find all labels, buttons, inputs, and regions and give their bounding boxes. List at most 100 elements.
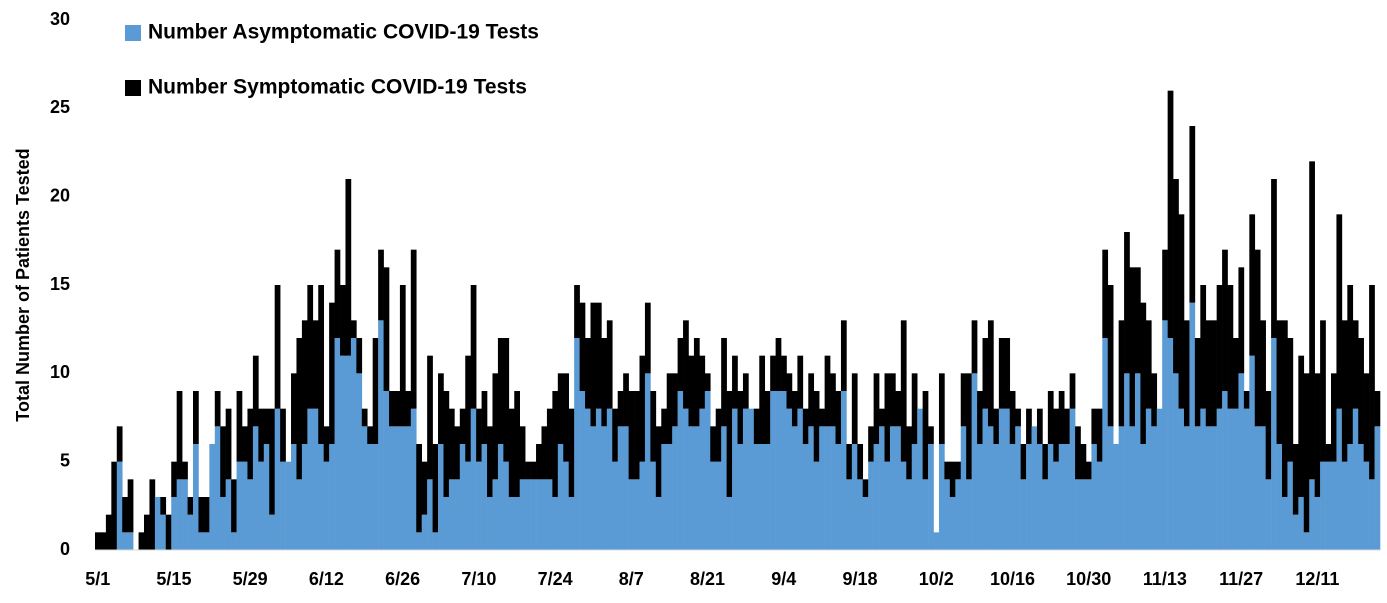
bar bbox=[590, 302, 597, 427]
bar bbox=[187, 497, 194, 515]
bar bbox=[492, 479, 499, 550]
bar bbox=[824, 355, 831, 427]
x-tick-label: 6/12 bbox=[309, 569, 344, 589]
bar bbox=[514, 497, 521, 550]
bar bbox=[737, 444, 744, 550]
bar bbox=[1064, 444, 1070, 550]
y-tick-label: 10 bbox=[50, 362, 70, 382]
bar bbox=[1211, 320, 1217, 427]
bar bbox=[1363, 373, 1370, 462]
bar bbox=[900, 461, 907, 550]
bar bbox=[672, 426, 678, 550]
bar bbox=[1303, 532, 1310, 550]
bar bbox=[1075, 479, 1081, 550]
bar bbox=[165, 514, 172, 550]
bar bbox=[693, 338, 700, 427]
bar bbox=[1352, 320, 1359, 409]
bar bbox=[819, 408, 825, 427]
bar bbox=[1058, 444, 1065, 550]
bar bbox=[1096, 461, 1103, 550]
bar bbox=[530, 461, 537, 480]
bar bbox=[487, 497, 493, 550]
bar bbox=[1298, 497, 1305, 550]
bar bbox=[1053, 408, 1060, 462]
bar bbox=[808, 373, 815, 427]
bar bbox=[481, 444, 488, 550]
bar bbox=[606, 320, 613, 409]
bar bbox=[552, 391, 559, 497]
bar bbox=[775, 391, 782, 550]
bar bbox=[840, 320, 847, 391]
bar bbox=[530, 479, 537, 550]
bar bbox=[334, 338, 341, 550]
y-tick-label: 15 bbox=[50, 274, 70, 294]
bar bbox=[742, 373, 749, 409]
bar bbox=[732, 408, 738, 550]
bar bbox=[465, 355, 471, 462]
bar bbox=[1047, 444, 1054, 550]
bar bbox=[448, 479, 455, 550]
bar bbox=[144, 514, 150, 550]
bar bbox=[1080, 444, 1087, 480]
x-tick-label: 9/4 bbox=[771, 569, 796, 589]
bar bbox=[639, 461, 646, 550]
bar bbox=[1102, 338, 1109, 550]
bar bbox=[617, 426, 624, 550]
bar bbox=[693, 426, 700, 550]
bar bbox=[1330, 461, 1337, 550]
bar bbox=[895, 426, 902, 550]
bar bbox=[628, 391, 635, 480]
bar bbox=[813, 461, 820, 550]
bar bbox=[683, 408, 689, 550]
bar bbox=[998, 338, 1005, 409]
bar bbox=[1053, 461, 1060, 550]
bar bbox=[1009, 444, 1016, 550]
bar bbox=[802, 408, 809, 444]
bar bbox=[345, 355, 352, 550]
bar bbox=[269, 514, 275, 550]
bar bbox=[884, 461, 891, 550]
bar bbox=[465, 461, 471, 550]
bar bbox=[1031, 426, 1038, 550]
bar bbox=[1102, 249, 1109, 338]
bar bbox=[231, 479, 237, 533]
bar bbox=[1281, 497, 1288, 550]
bar bbox=[623, 373, 629, 427]
bar bbox=[928, 444, 934, 550]
bar bbox=[405, 426, 412, 550]
bar bbox=[242, 426, 248, 462]
x-tick-label: 8/21 bbox=[690, 569, 725, 589]
bar bbox=[1020, 479, 1027, 550]
bar bbox=[699, 408, 706, 550]
bar bbox=[770, 355, 776, 391]
bar bbox=[1075, 426, 1081, 480]
bar bbox=[1151, 373, 1158, 427]
bar bbox=[105, 514, 112, 550]
bar bbox=[1189, 126, 1196, 303]
bar bbox=[786, 373, 793, 409]
bar bbox=[291, 444, 297, 550]
bar bbox=[198, 497, 205, 533]
bar bbox=[1216, 285, 1223, 409]
bar bbox=[1167, 338, 1174, 550]
bar bbox=[889, 426, 896, 550]
bar bbox=[1009, 391, 1016, 444]
bar bbox=[176, 391, 183, 480]
bar bbox=[198, 532, 205, 550]
bar bbox=[650, 461, 657, 550]
bar bbox=[781, 391, 787, 550]
bar bbox=[1216, 408, 1223, 550]
bar bbox=[851, 444, 858, 550]
bar bbox=[367, 426, 373, 444]
bar bbox=[1325, 461, 1332, 550]
bar bbox=[644, 373, 651, 550]
bar bbox=[1276, 320, 1283, 444]
bar bbox=[715, 408, 722, 462]
bar bbox=[345, 179, 352, 356]
bar bbox=[247, 479, 254, 550]
bar bbox=[497, 444, 504, 550]
bar bbox=[688, 426, 695, 550]
x-tick-label: 11/13 bbox=[1143, 569, 1187, 589]
bar bbox=[1314, 373, 1321, 497]
y-tick-label: 30 bbox=[50, 9, 70, 29]
